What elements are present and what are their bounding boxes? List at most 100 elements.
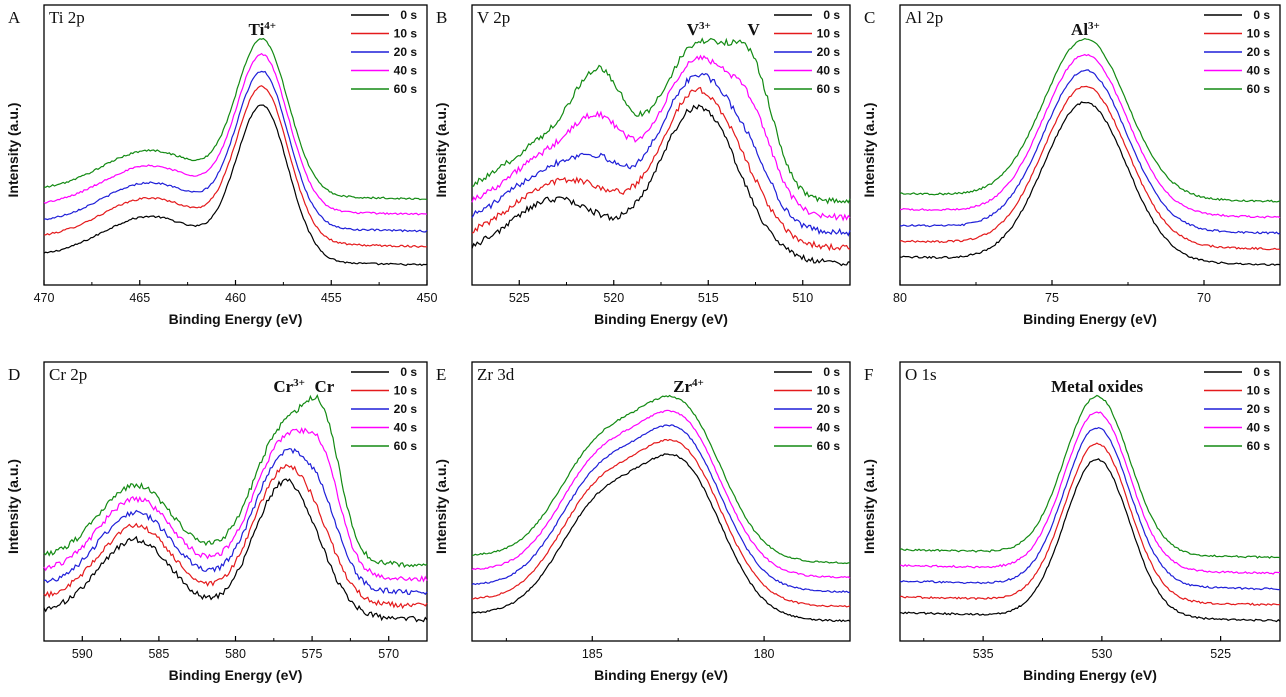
y-axis-title: Intensity (a.u.) — [861, 459, 877, 554]
panel-title: Al 2p — [905, 8, 943, 27]
peak-label-superscript: 3+ — [293, 377, 305, 389]
peak-label: Metal oxides — [1051, 377, 1143, 396]
peak-label: Cr — [314, 377, 334, 396]
series-line-0-s — [43, 478, 428, 623]
legend-label-60-s: 60 s — [1247, 82, 1271, 96]
series-line-40-s — [43, 426, 428, 583]
panel-letter: A — [8, 8, 21, 27]
x-axis-title: Binding Energy (eV) — [594, 311, 728, 327]
legend-label-40-s: 40 s — [1247, 421, 1271, 435]
peak-label: V — [747, 20, 760, 39]
legend-label-60-s: 60 s — [1247, 439, 1271, 453]
panel-e: 185 180 Binding Energy (eV) Intensity (a.u.… — [433, 361, 851, 683]
legend-label-40-s: 40 s — [1247, 64, 1271, 78]
legend-label-20-s: 20 s — [1247, 45, 1271, 59]
series-line-40-s — [471, 54, 851, 222]
panel-title: Cr 2p — [49, 365, 87, 384]
legend-label-60-s: 60 s — [817, 82, 841, 96]
y-axis-title: Intensity (a.u.) — [5, 459, 21, 554]
x-tick-label: 585 — [148, 647, 169, 661]
legend-label-0-s: 0 s — [400, 8, 417, 22]
legend-label-10-s: 10 s — [394, 27, 418, 41]
legend-label-20-s: 20 s — [394, 402, 418, 416]
legend-label-40-s: 40 s — [817, 64, 841, 78]
legend-label-40-s: 40 s — [817, 421, 841, 435]
series-group — [43, 394, 428, 623]
legend-label-40-s: 40 s — [394, 421, 418, 435]
x-axis-title: Binding Energy (eV) — [169, 667, 303, 683]
legend-label-10-s: 10 s — [1247, 384, 1271, 398]
panel-f: 535 530 525 Binding Energy (eV) Intensity (a… — [861, 361, 1281, 683]
x-tick-label: 575 — [302, 647, 323, 661]
series-line-20-s — [471, 424, 851, 594]
panel-c: 80 75 70 Binding Energy (eV) Intensity (a.u.… — [861, 4, 1281, 327]
series-line-60-s — [471, 37, 851, 205]
panels: 470 465 460 455 450 Binding Energy (eV) Intens… — [5, 4, 1281, 683]
panel-a: 470 465 460 455 450 Binding Energy (eV) Intens… — [5, 4, 438, 327]
x-tick-label: 580 — [225, 647, 246, 661]
series-line-0-s — [471, 104, 851, 267]
legend-label-10-s: 10 s — [817, 27, 841, 41]
panel-letter: C — [864, 8, 875, 27]
x-axis-title: Binding Energy (eV) — [169, 311, 303, 327]
legend-label-10-s: 10 s — [1247, 27, 1271, 41]
x-tick-label: 515 — [698, 291, 719, 305]
peak-label-superscript: 3+ — [699, 20, 711, 32]
panel-letter: E — [436, 365, 446, 384]
legend-label-0-s: 0 s — [823, 8, 840, 22]
legend-label-20-s: 20 s — [817, 45, 841, 59]
legend: 0 s 10 s 20 s 40 s 60 s — [351, 365, 417, 453]
plot-frame — [899, 361, 1281, 642]
x-tick-label: 185 — [582, 647, 603, 661]
x-tick-label: 80 — [893, 291, 907, 305]
x-tick-label: 590 — [72, 647, 93, 661]
legend: 0 s 10 s 20 s 40 s 60 s — [351, 8, 417, 96]
legend-label-60-s: 60 s — [394, 82, 418, 96]
legend-label-0-s: 0 s — [823, 365, 840, 379]
series-line-10-s — [43, 463, 428, 610]
series-line-20-s — [471, 72, 851, 237]
series-line-10-s — [899, 85, 1281, 251]
series-line-0-s — [899, 458, 1281, 623]
x-tick-label: 75 — [1045, 291, 1059, 305]
series-line-20-s — [899, 426, 1281, 591]
x-tick-label: 470 — [34, 291, 55, 305]
x-tick-label: 465 — [129, 291, 150, 305]
legend: 0 s 10 s 20 s 40 s 60 s — [1204, 8, 1270, 96]
panel-title: Ti 2p — [49, 8, 85, 27]
series-line-60-s — [471, 394, 851, 565]
x-axis-title: Binding Energy (eV) — [1023, 667, 1157, 683]
series-line-40-s — [900, 53, 1281, 219]
series-group — [43, 37, 428, 267]
series-line-10-s — [471, 86, 851, 252]
x-tick-label: 70 — [1197, 291, 1211, 305]
legend-label-60-s: 60 s — [394, 439, 418, 453]
series-line-40-s — [899, 411, 1281, 575]
x-tick-label: 510 — [792, 291, 813, 305]
y-axis-title: Intensity (a.u.) — [433, 103, 449, 198]
panel-d: 590 585 580 575 570 Binding Energy (eV) Intens… — [5, 361, 428, 683]
panel-title: Zr 3d — [477, 365, 515, 384]
legend: 0 s 10 s 20 s 40 s 60 s — [1204, 365, 1270, 453]
series-line-20-s — [43, 70, 428, 233]
series-line-60-s — [43, 394, 428, 568]
y-axis-title: Intensity (a.u.) — [5, 103, 21, 198]
plot-frame — [471, 361, 851, 642]
x-tick-label: 460 — [225, 291, 246, 305]
legend-label-20-s: 20 s — [394, 45, 418, 59]
legend-label-0-s: 0 s — [1253, 8, 1270, 22]
legend-label-60-s: 60 s — [817, 439, 841, 453]
legend-label-40-s: 40 s — [394, 64, 418, 78]
legend-label-10-s: 10 s — [394, 384, 418, 398]
panel-title: O 1s — [905, 365, 937, 384]
series-line-20-s — [899, 69, 1281, 235]
series-line-10-s — [471, 438, 851, 608]
x-axis-title: Binding Energy (eV) — [594, 667, 728, 683]
legend-label-0-s: 0 s — [1253, 365, 1270, 379]
panel-letter: D — [8, 365, 20, 384]
x-tick-label: 450 — [417, 291, 438, 305]
peak-label-superscript: 4+ — [692, 377, 704, 389]
x-tick-label: 525 — [509, 291, 530, 305]
peak-label-superscript: 3+ — [1088, 20, 1100, 32]
legend-label-10-s: 10 s — [817, 384, 841, 398]
